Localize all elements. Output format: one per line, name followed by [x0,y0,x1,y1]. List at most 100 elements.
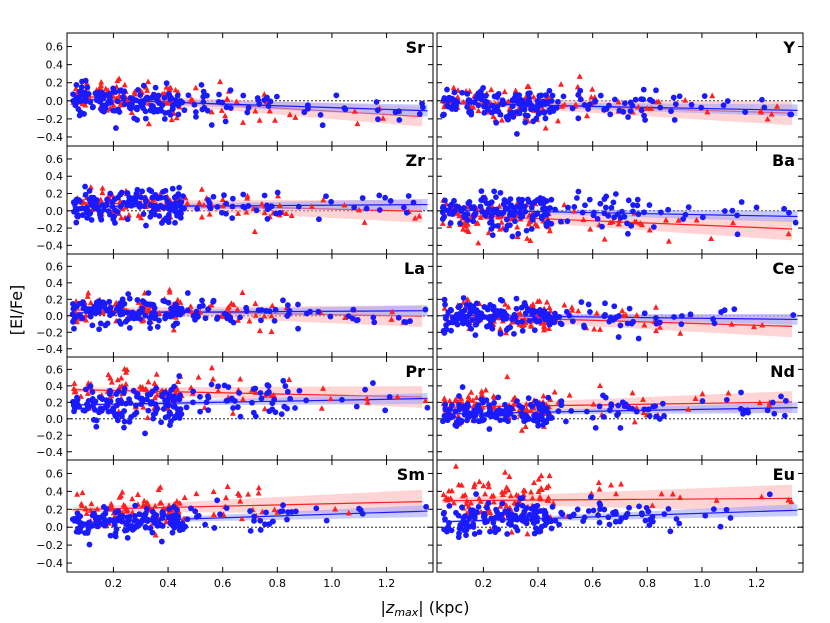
red-triangle-point [206,211,213,217]
blue-circle-point [122,400,129,407]
blue-circle-point [295,301,301,308]
blue-circle-point [176,184,183,191]
blue-circle-point [200,99,207,105]
blue-circle-point [472,210,479,216]
blue-circle-point [292,405,298,411]
blue-circle-point [105,208,112,215]
blue-circle-point [153,385,159,392]
blue-circle-point [513,295,520,302]
blue-circle-point [449,402,455,409]
blue-circle-point [156,213,163,219]
blue-circle-point [214,497,221,504]
blue-circle-point [464,104,471,110]
red-triangle-point [182,194,189,201]
blue-circle-point [152,191,159,198]
red-triangle-point [261,209,268,216]
red-triangle-point [74,491,81,497]
red-triangle-point [99,189,106,196]
blue-circle-point [699,398,706,404]
blue-circle-point [566,312,573,319]
blue-circle-point [304,102,311,109]
panel-sm: 0.6 0.4 0.2 0.0 −0.2 −0.4 0.2 0.4 0.6 0.8 1.0 1.2 Sm [36,459,434,590]
red-triangle-point [646,226,653,233]
blue-circle-point [419,100,425,107]
blue-circle-point [89,322,96,329]
blue-circle-point [176,396,183,403]
red-triangle-point [72,387,79,394]
blue-circle-point [494,104,501,110]
blue-circle-point [410,199,417,206]
red-triangle-point [119,489,126,495]
blue-circle-point [540,98,547,105]
blue-circle-point [621,100,628,107]
x-tick-label: 0.6 [214,577,232,590]
blue-circle-point [273,93,280,100]
blue-circle-point [129,200,135,206]
red-triangle-point [416,213,423,219]
blue-circle-point [718,309,724,315]
red-triangle-point [502,469,509,475]
red-triangle-point [785,496,792,503]
blue-circle-point [403,209,410,216]
red-triangle-point [728,320,735,327]
blue-circle-point [133,104,140,111]
red-triangle-point [116,383,123,390]
red-triangle-point [641,321,648,328]
blue-circle-point [439,112,446,119]
blue-circle-point [255,307,262,314]
blue-circle-point [565,204,571,211]
red-triangle-point [240,396,247,402]
blue-circle-point [583,408,590,415]
blue-circle-point [190,399,196,406]
blue-circle-point [602,311,608,318]
red-triangle-point [561,301,568,308]
blue-circle-point [519,404,526,411]
blue-circle-point [93,423,100,430]
red-triangle-point [629,389,636,396]
red-triangle-point [274,192,281,199]
x-tick-label: 0.4 [159,577,177,590]
blue-circle-point [382,407,389,414]
blue-circle-point [507,512,514,518]
red-triangle-point [107,374,114,381]
blue-circle-point [142,115,149,122]
blue-circle-point [579,209,586,216]
red-triangle-point [456,212,463,219]
blue-circle-point [227,105,234,111]
red-triangle-point [184,200,191,206]
red-triangle-point [173,498,180,504]
blue-circle-point [171,415,178,421]
blue-circle-point [121,101,128,108]
blue-circle-point [118,189,125,196]
blue-circle-point [624,230,631,237]
red-triangle-point [239,289,246,296]
red-triangle-point [699,390,706,397]
y-tick-label: 0.6 [46,260,64,273]
blue-circle-point [585,508,592,514]
blue-circle-point [170,403,177,410]
panel-frame [66,356,434,461]
blue-circle-point [149,310,155,317]
red-triangle-point [572,101,579,108]
red-triangle-point [524,83,531,90]
blue-circle-point [484,504,490,511]
blue-circle-point [323,517,330,524]
blue-circle-point [113,306,120,312]
red-triangle-point [640,409,647,415]
blue-circle-point [611,303,618,310]
blue-circle-point [630,208,636,215]
blue-circle-point [575,188,582,195]
red-triangle-point [520,487,527,493]
blue-circle-point [266,521,273,528]
blue-circle-point [542,522,548,528]
red-triangle-point [488,86,495,93]
blue-circle-point [139,188,145,195]
red-triangle-point [144,87,151,93]
blue-circle-point [250,409,257,416]
red-triangle-point [125,211,132,218]
blue-circle-point [467,305,474,311]
red-triangle-point [675,217,682,223]
blue-circle-point [702,512,709,519]
x-axis-label-var: z [385,598,395,617]
blue-circle-point [130,387,137,394]
